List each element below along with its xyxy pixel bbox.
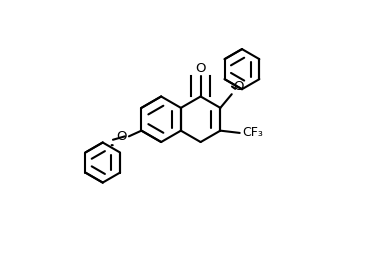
Text: CF₃: CF₃ [242, 126, 263, 139]
Text: O: O [195, 62, 206, 75]
Text: O: O [116, 130, 127, 143]
Text: O: O [233, 80, 243, 93]
